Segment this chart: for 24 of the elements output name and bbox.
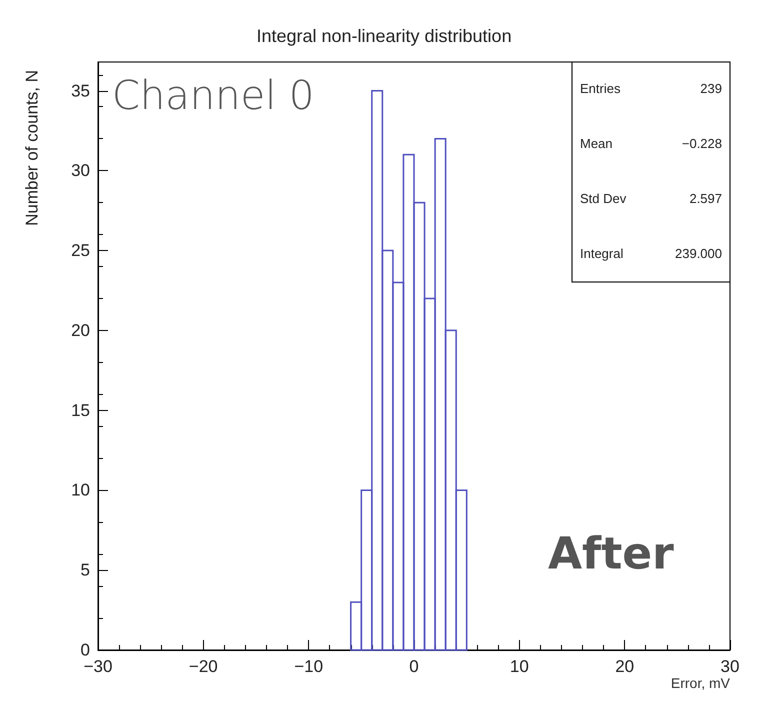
y-tick-label: 30 — [71, 161, 90, 180]
x-tick-label: −30 — [84, 657, 112, 676]
y-tick-label: 15 — [71, 400, 90, 420]
annotation: Channel 0 — [112, 73, 314, 119]
text: Entries 239 — [580, 81, 722, 96]
text: Integral 239.000 — [580, 246, 722, 261]
x-axis-title: Error, mV — [670, 675, 731, 691]
y-tick-label: 0 — [80, 640, 90, 660]
y-tick-label: 20 — [71, 320, 90, 340]
y-axis-title: Number of counts, N — [22, 70, 42, 226]
x-tick-label: −20 — [188, 657, 218, 676]
chart-title: Integral non-linearity distribution — [256, 26, 512, 46]
y-tick-label: 10 — [71, 480, 90, 500]
y-tick-label: 35 — [71, 81, 90, 100]
x-tick-label: 20 — [615, 657, 634, 676]
x-tick-label: 10 — [510, 657, 529, 676]
x-tick-label: 30 — [720, 657, 740, 676]
text: Mean −0.228 — [580, 136, 722, 151]
x-tick-label: 0 — [409, 657, 419, 676]
y-tick-label: 5 — [80, 560, 90, 580]
text: Std Dev 2.597 — [580, 191, 722, 206]
x-tick-label: −10 — [294, 657, 324, 676]
annotation: After — [548, 528, 674, 580]
y-tick-label: 25 — [71, 241, 90, 260]
